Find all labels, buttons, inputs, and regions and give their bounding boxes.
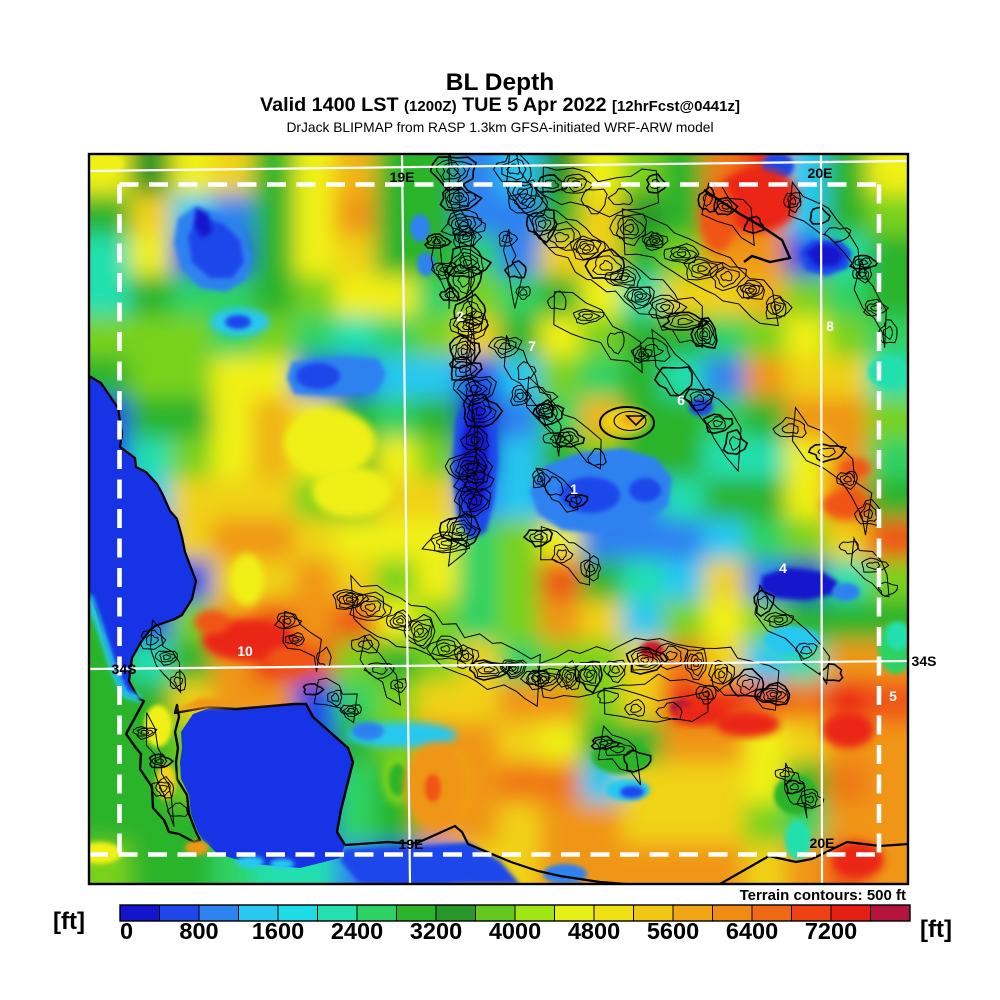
svg-text:8: 8 [826, 318, 834, 334]
svg-text:6400: 6400 [726, 918, 778, 944]
svg-text:1: 1 [570, 481, 578, 497]
svg-text:1600: 1600 [252, 918, 304, 944]
svg-text:2: 2 [456, 308, 464, 324]
svg-text:20E: 20E [808, 165, 833, 181]
svg-text:2400: 2400 [331, 918, 383, 944]
svg-text:34S: 34S [112, 661, 137, 677]
svg-text:Valid 1400 LST (1200Z) TUE 5 A: Valid 1400 LST (1200Z) TUE 5 Apr 2022 [1… [260, 94, 740, 116]
svg-text:20E: 20E [810, 835, 835, 851]
svg-text:10: 10 [237, 643, 253, 659]
svg-text:5: 5 [889, 688, 897, 704]
svg-text:0: 0 [120, 918, 133, 944]
svg-text:BL Depth: BL Depth [446, 69, 554, 96]
svg-text:7: 7 [528, 338, 536, 354]
svg-text:3200: 3200 [410, 918, 462, 944]
svg-text:[ft]: [ft] [920, 916, 952, 943]
svg-text:19E: 19E [390, 169, 415, 185]
svg-text:5600: 5600 [647, 918, 699, 944]
svg-text:4000: 4000 [489, 918, 541, 944]
svg-text:19E: 19E [399, 836, 424, 852]
svg-text:800: 800 [179, 918, 218, 944]
svg-text:34S: 34S [912, 653, 937, 669]
svg-text:6: 6 [677, 392, 685, 408]
svg-text:4800: 4800 [568, 918, 620, 944]
svg-text:Terrain contours: 500 ft: Terrain contours: 500 ft [740, 887, 906, 904]
svg-text:[ft]: [ft] [53, 908, 85, 935]
svg-text:4: 4 [779, 560, 787, 576]
svg-text:DrJack BLIPMAP from RASP 1.3km: DrJack BLIPMAP from RASP 1.3km GFSA-init… [286, 120, 713, 135]
svg-text:7200: 7200 [805, 918, 857, 944]
